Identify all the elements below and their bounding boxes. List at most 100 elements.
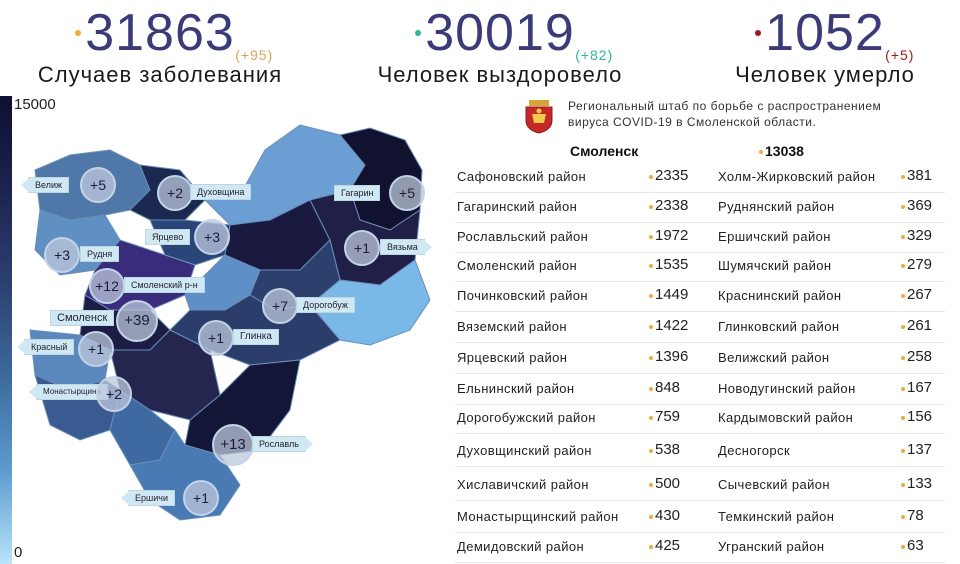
district-value-right-text: 261 — [907, 317, 933, 334]
callout-roslavl: Рославль — [252, 436, 313, 452]
district-value-right-text: 137 — [907, 441, 933, 458]
value-dot — [901, 175, 905, 179]
district-value-left: 538 — [649, 441, 681, 458]
district-value-left: 1396 — [649, 348, 689, 365]
cases-value: 31863 (+95) — [75, 2, 272, 64]
value-dot — [901, 294, 905, 298]
district-value-left: 1449 — [649, 286, 688, 303]
city-value: 13038 — [759, 143, 804, 159]
district-value-left: 2338 — [649, 197, 689, 214]
callout-glinka: Глинка — [233, 329, 279, 345]
value-dot — [649, 294, 653, 298]
value-dot — [901, 205, 905, 209]
recovered-delta: (+82) — [575, 47, 614, 63]
district-value-left-text: 1396 — [655, 348, 689, 365]
table-row: Хиславичский район 500 Сычевский район 133 — [455, 470, 945, 501]
table-row: Демидовский район 425 Угранский район 63 — [455, 532, 945, 563]
district-value-left-text: 2338 — [655, 197, 689, 214]
district-value-right: 137 — [901, 441, 933, 458]
value-dot — [901, 515, 905, 519]
district-value-left: 500 — [649, 475, 681, 492]
district-name-right: Кардымовский район — [718, 410, 854, 425]
district-value-left-text: 1972 — [655, 227, 689, 244]
district-name-right: Велижский район — [718, 350, 830, 365]
district-name-left: Вяземский район — [457, 319, 567, 334]
cases-delta: (+95) — [235, 47, 274, 63]
table-row: Духовщинский район 538 Десногорск 137 — [455, 436, 945, 467]
coat-of-arms-icon — [525, 100, 553, 134]
district-value-right: 156 — [901, 408, 932, 425]
district-value-right-text: 258 — [907, 348, 933, 365]
callout-yartsevo: Ярцево — [145, 229, 191, 245]
district-value-left-text: 759 — [655, 408, 681, 425]
table-row: Гагаринский район 2338 Руднянский район 369 — [455, 192, 945, 223]
table-row: Дорогобужский район 759 Кардымовский район… — [455, 403, 945, 434]
district-name-right: Сычевский район — [718, 477, 830, 492]
district-name-right: Краснинский район — [718, 288, 842, 303]
district-value-right: 267 — [901, 286, 932, 303]
district-name-left: Рославльский район — [457, 229, 589, 244]
district-value-left-text: 538 — [655, 441, 681, 458]
district-value-left: 430 — [649, 507, 680, 524]
bubble-krasny: +1 — [78, 331, 114, 367]
value-dot — [649, 235, 653, 239]
value-dot — [649, 205, 653, 209]
value-dot — [901, 449, 905, 453]
district-value-left-text: 1422 — [655, 317, 689, 334]
district-value-left-text: 500 — [655, 475, 681, 492]
scale-min: 0 — [14, 544, 23, 561]
callout-yershichi: Ершичи — [121, 490, 175, 506]
value-dot — [649, 449, 653, 453]
value-dot — [901, 483, 905, 487]
cases-dot — [75, 30, 82, 36]
district-value-left: 1535 — [649, 256, 689, 273]
district-name-right: Ершичский район — [718, 229, 831, 244]
district-value-left: 425 — [649, 537, 680, 554]
callout-rudnya: Рудня — [80, 246, 120, 262]
value-dot — [649, 416, 653, 420]
district-value-right-text: 279 — [907, 256, 933, 273]
bubble-gagarin: +5 — [389, 175, 425, 211]
district-value-right: 133 — [901, 475, 933, 492]
callout-gagarin: Гагарин — [334, 185, 381, 201]
table-row: Починковский район 1449 Краснинский район 2… — [455, 281, 945, 312]
district-value-right: 167 — [901, 379, 932, 396]
district-value-right: 369 — [901, 197, 932, 214]
district-value-right-text: 63 — [907, 537, 924, 554]
callout-smolensk: Смоленск — [50, 310, 115, 326]
callout-krasny: Красный — [16, 339, 75, 355]
table-row: Вяземский район 1422 Глинковский район 261 — [455, 312, 945, 343]
district-name-right: Новодугинский район — [718, 381, 856, 396]
callout-smolensky-district: Смоленский р-н — [124, 277, 205, 293]
header-line-1: Региональный штаб по борьбе с распростра… — [568, 99, 882, 113]
callout-vyazma: Вязьма — [380, 239, 432, 255]
stat-deaths: 1052 (+5) Человек умерло — [715, 2, 935, 88]
scale-max: 15000 — [14, 96, 56, 113]
district-name-left: Ельнинский район — [457, 381, 575, 396]
table-row: Ельнинский район 848 Новодугинский район 16… — [455, 374, 945, 405]
bubble-vyazma: +1 — [344, 230, 380, 266]
district-value-right: 63 — [901, 537, 924, 554]
value-dot — [901, 356, 905, 360]
table-row: Рославльский район 1972 Ершичский район 329 — [455, 222, 945, 253]
district-value-left-text: 1535 — [655, 256, 689, 273]
district-value-right: 258 — [901, 348, 933, 365]
recovered-value: 30019 (+82) — [415, 2, 612, 64]
bubble-yartsevo: +3 — [194, 219, 230, 255]
district-name-left: Ярцевский район — [457, 350, 568, 365]
district-name-left: Хиславичский район — [457, 477, 589, 492]
table-row: Ярцевский район 1396 Велижский район 258 — [455, 343, 945, 374]
district-value-left: 1972 — [649, 227, 689, 244]
value-dot — [901, 325, 905, 329]
district-name-right: Шумячский район — [718, 258, 832, 273]
district-name-right: Холм-Жирковский район — [718, 169, 876, 184]
district-value-right-text: 133 — [907, 475, 933, 492]
district-name-right: Угранский район — [718, 539, 825, 554]
callout-dorogobuzh: Дорогобуж — [296, 297, 355, 313]
district-value-right: 261 — [901, 317, 933, 334]
value-dot — [759, 150, 763, 154]
district-name-left: Гагаринский район — [457, 199, 578, 214]
district-name-left: Починковский район — [457, 288, 588, 303]
bubble-dukhovshchina: +2 — [157, 175, 193, 211]
district-value-left: 848 — [649, 379, 680, 396]
